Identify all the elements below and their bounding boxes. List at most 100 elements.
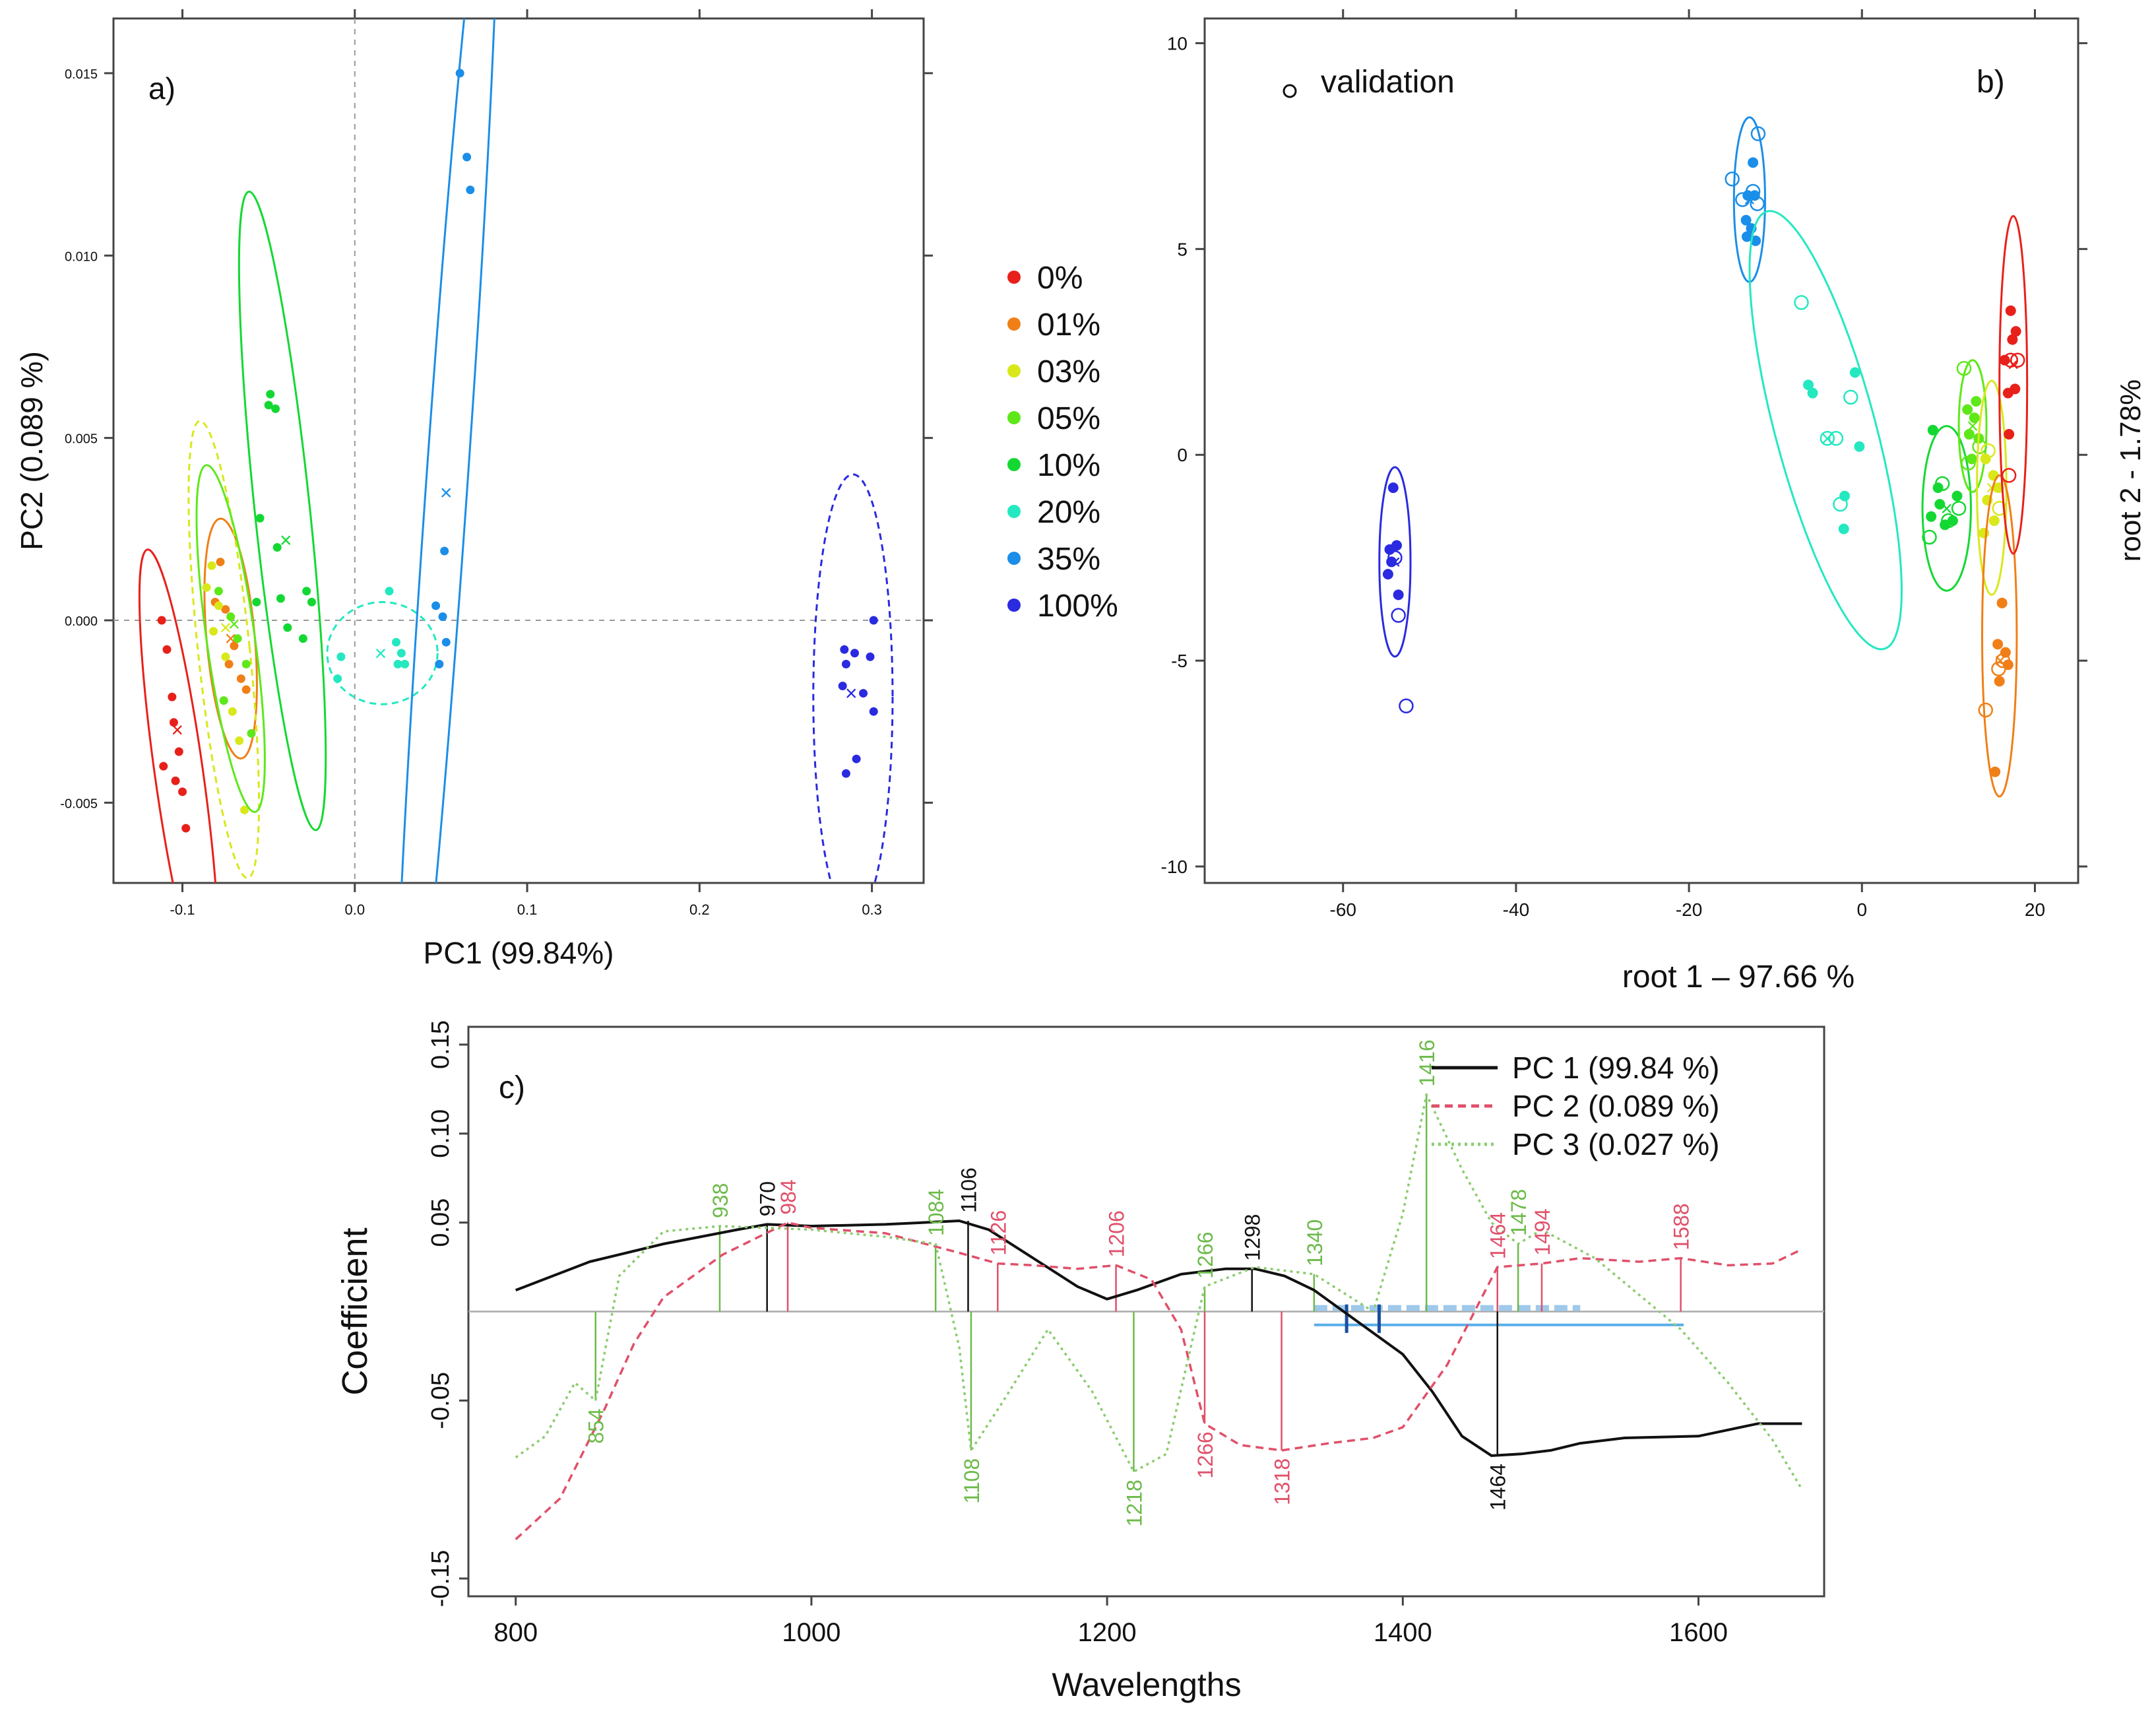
legend-label: 03% [1037, 354, 1100, 389]
point [240, 805, 249, 814]
validation-point [1961, 455, 1976, 471]
legend-swatch [1007, 552, 1021, 565]
ellipse-05% [195, 464, 266, 813]
point [298, 634, 307, 643]
panel-c: 800 1000 1200 1400 1600 -0.15 -0.05 0.05 0.10 0.1… [335, 1020, 1825, 1703]
legend-label: PC 3 (0.027 %) [1512, 1127, 1719, 1161]
centroid-marker: × [219, 616, 232, 639]
y-tick-label: 0.010 [65, 249, 98, 264]
point [1988, 515, 2000, 527]
point [214, 601, 223, 610]
panel-b-tag: b) [1977, 65, 2005, 100]
point [462, 152, 472, 162]
point [157, 616, 166, 625]
annotation-label: 1108 [960, 1458, 984, 1504]
point [241, 685, 251, 694]
point [1740, 214, 1752, 226]
point [219, 696, 228, 705]
ellipse-0% [138, 548, 220, 883]
point [272, 542, 282, 552]
point [221, 652, 230, 661]
validation-point [1391, 608, 1406, 623]
ellipse-10% [1921, 425, 1972, 592]
plot-area: ×××××××× [1378, 116, 2029, 798]
legend-label: PC 1 (99.84 %) [1512, 1051, 1719, 1085]
centroid-marker: × [280, 528, 292, 552]
x-tick-label: 0.0 [344, 901, 365, 918]
plot-frame [1203, 17, 2079, 884]
legend-label: 10% [1037, 448, 1100, 483]
point [1387, 482, 1399, 494]
point [1741, 231, 1752, 242]
y-tick-label: 5 [1177, 239, 1188, 259]
point [393, 659, 402, 668]
panel-a: -0.1 0.0 0.1 0.2 0.3 -0.005 0.000 0.005 0.010 0.0… [15, 9, 1118, 970]
validation-point [1956, 360, 1972, 376]
point [283, 623, 292, 632]
point [1838, 523, 1849, 535]
point [2005, 305, 2016, 316]
point [1934, 499, 1946, 510]
validation-point [1992, 501, 2007, 516]
x-tick-label: -60 [1330, 899, 1356, 920]
annotation-label: 1106 [957, 1167, 980, 1213]
annotation-label: 1340 [1303, 1219, 1327, 1266]
x-tick-label: 0.3 [862, 901, 882, 918]
centroid-marker: × [440, 481, 453, 505]
panel-a-tag: a) [148, 71, 175, 106]
point [241, 659, 251, 668]
annotation-label: 1494 [1531, 1208, 1554, 1255]
point [207, 561, 216, 570]
ellipse-10% [238, 190, 327, 831]
y-tick-label: 0 [1177, 445, 1188, 465]
x-tick-label: 0 [1856, 899, 1867, 920]
plot-frame [112, 17, 925, 884]
point [1849, 367, 1860, 378]
point [1980, 453, 1991, 465]
point [850, 649, 859, 658]
point [159, 762, 168, 771]
x-tick-label: 1400 [1374, 1618, 1432, 1647]
y-tick-label: 10 [1167, 33, 1188, 53]
point [336, 652, 346, 661]
point [841, 769, 850, 778]
ellipse-20% [326, 601, 439, 705]
legend-swatch [1007, 599, 1021, 612]
point [396, 649, 406, 658]
x-tick-label: 0.1 [517, 901, 538, 918]
annotation-label: 1298 [1241, 1214, 1265, 1261]
legend-label: 0% [1037, 261, 1083, 296]
point [221, 604, 230, 614]
centroid-marker: × [845, 682, 858, 705]
legend-label: PC 2 (0.089 %) [1512, 1089, 1719, 1123]
validation-point [1934, 476, 1950, 492]
y-tick-label: -10 [1161, 857, 1188, 877]
point [235, 736, 244, 745]
point [174, 747, 183, 756]
legend-swatch [1007, 364, 1021, 377]
validation-point [1941, 513, 1956, 529]
point [1807, 387, 1818, 399]
point [1996, 597, 2008, 608]
x-tick-label: -40 [1503, 899, 1529, 920]
point [1979, 527, 1990, 538]
legend-label: 100% [1037, 589, 1118, 624]
validation-point [1735, 192, 1750, 207]
annotation-label: 1084 [924, 1189, 948, 1236]
legend-label: 05% [1037, 401, 1100, 436]
validation-point [1991, 661, 2006, 676]
point [1926, 511, 1937, 522]
point [440, 546, 449, 556]
point [866, 652, 875, 661]
annotation-label: 1266 [1193, 1232, 1217, 1279]
point [869, 707, 878, 716]
validation-legend-symbol [1283, 84, 1297, 98]
validation-point [2001, 468, 2017, 483]
point [1803, 379, 1814, 391]
annotation-label: 1206 [1105, 1210, 1129, 1257]
legend-label: 01% [1037, 308, 1100, 342]
legend-swatch [1007, 411, 1021, 424]
point [255, 513, 265, 523]
